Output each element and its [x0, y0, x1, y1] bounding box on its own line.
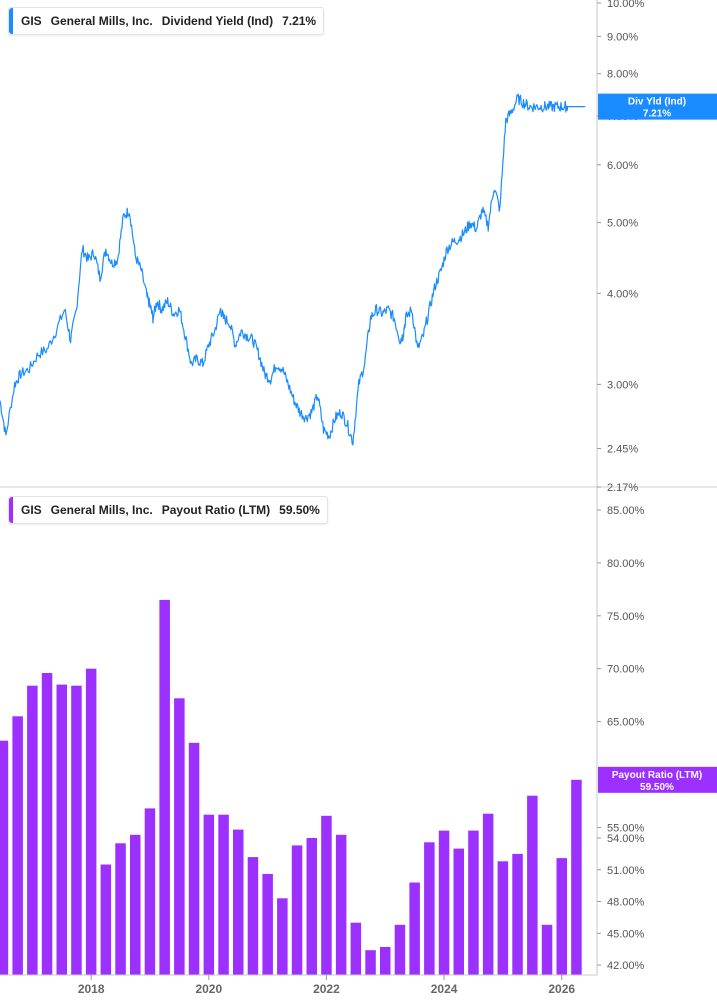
payout-bar [56, 684, 67, 975]
y-tick-label: 55.00% [607, 822, 645, 834]
payout-badge-bg [598, 766, 717, 793]
payout-badge-label: Payout Ratio (LTM) [612, 770, 702, 781]
y-tick-label: 10.00% [607, 0, 645, 10]
payout-bar [350, 922, 362, 975]
yield-badge-label: Div Yld (Ind) [628, 97, 686, 108]
payout-bar [41, 673, 53, 975]
yield-badge-value: 7.21% [643, 109, 671, 120]
payout-bar [512, 853, 523, 975]
payout-axis: 85.00% 80.00% 75.00% 70.00% 65.00% 55.00%54.0… [597, 505, 645, 972]
legend-metric: Dividend Yield (Ind) [161, 14, 274, 28]
payout-bar [188, 742, 200, 975]
y-tick-label: 75.00% [607, 611, 645, 623]
payout-bar [380, 947, 391, 975]
legend-value: 59.50% [279, 503, 320, 517]
payout-bar [438, 830, 450, 975]
y-tick-label: 54.00% [607, 833, 645, 845]
y-tick-label: 51.00% [607, 865, 645, 877]
x-axis: 2018 2020 2022 2024 2026 [0, 974, 597, 996]
y-tick-label: 2.45% [607, 444, 638, 456]
y-tick-label: 80.00% [607, 558, 645, 570]
payout-bar [0, 740, 9, 975]
payout-bar [130, 834, 141, 975]
payout-bar [394, 924, 406, 975]
payout-bar [482, 813, 494, 975]
y-tick-label: 8.00% [607, 69, 638, 81]
payout-bar [218, 814, 229, 975]
payout-bar [556, 858, 567, 975]
y-tick-label: 65.00% [607, 717, 645, 729]
legend-ticker: GIS [21, 503, 42, 517]
payout-bar [409, 882, 420, 975]
y-tick-label: 42.00% [607, 960, 645, 972]
payout-bar [497, 861, 509, 975]
payout-bar [468, 830, 479, 975]
y-tick-label: 4.00% [607, 288, 638, 300]
yield-badge-bg [598, 93, 717, 120]
legend-metric: Payout Ratio (LTM) [161, 503, 271, 517]
payout-bar [247, 857, 259, 975]
legend-swatch [9, 8, 13, 34]
legend-company: General Mills, Inc. [50, 503, 153, 517]
legend-swatch [9, 497, 13, 523]
payout-bar [321, 815, 332, 975]
payout-bar [115, 843, 126, 975]
x-tick-label: 2024 [431, 982, 458, 996]
payout-ratio-legend[interactable]: GIS General Mills, Inc. Payout Ratio (LT… [8, 496, 328, 524]
payout-bar [174, 698, 185, 975]
payout-bar [365, 950, 376, 975]
dividend-yield-line [0, 93, 586, 446]
payout-bar [100, 864, 112, 975]
payout-bar [233, 829, 244, 975]
payout-bar [306, 838, 317, 975]
dividend-yield-plot [0, 93, 586, 446]
y-tick-label: 70.00% [607, 664, 645, 676]
legend-company: General Mills, Inc. [50, 14, 153, 28]
payout-bar [527, 795, 538, 975]
payout-bar [277, 898, 288, 975]
payout-bar [203, 814, 215, 975]
payout-bar [291, 845, 303, 975]
payout-bar [144, 808, 156, 975]
value-badges: Div Yld (Ind)7.21% Payout Ratio (LTM)59.5… [598, 93, 717, 793]
y-tick-label: 85.00% [607, 505, 645, 517]
y-tick-label: 6.00% [607, 160, 638, 172]
y-tick-label: 45.00% [607, 928, 645, 940]
x-tick-label: 2026 [548, 982, 575, 996]
payout-bar [262, 874, 273, 975]
y-tick-label: 3.00% [607, 379, 638, 391]
payout-bar [12, 716, 23, 975]
payout-badge-value: 59.50% [640, 782, 674, 793]
dividend-yield-legend[interactable]: GIS General Mills, Inc. Dividend Yield (… [8, 7, 325, 35]
y-tick-label: 5.00% [607, 218, 638, 230]
payout-ratio-plot [0, 599, 582, 975]
payout-bar [453, 848, 464, 975]
payout-bar [335, 834, 347, 975]
payout-bar [71, 685, 82, 975]
payout-bar [541, 924, 553, 975]
legend-ticker: GIS [21, 14, 42, 28]
x-tick-label: 2020 [195, 982, 222, 996]
payout-bar [27, 685, 38, 975]
x-tick-label: 2018 [78, 982, 105, 996]
payout-bar [571, 779, 582, 975]
payout-bar [85, 668, 97, 975]
y-tick-label: 48.00% [607, 897, 645, 909]
x-tick-label: 2022 [313, 982, 340, 996]
legend-value: 7.21% [282, 14, 317, 28]
y-tick-label: 9.00% [607, 31, 638, 43]
y-tick-label: 2.17% [607, 482, 638, 494]
payout-bar [159, 599, 170, 975]
payout-bar [424, 842, 435, 975]
